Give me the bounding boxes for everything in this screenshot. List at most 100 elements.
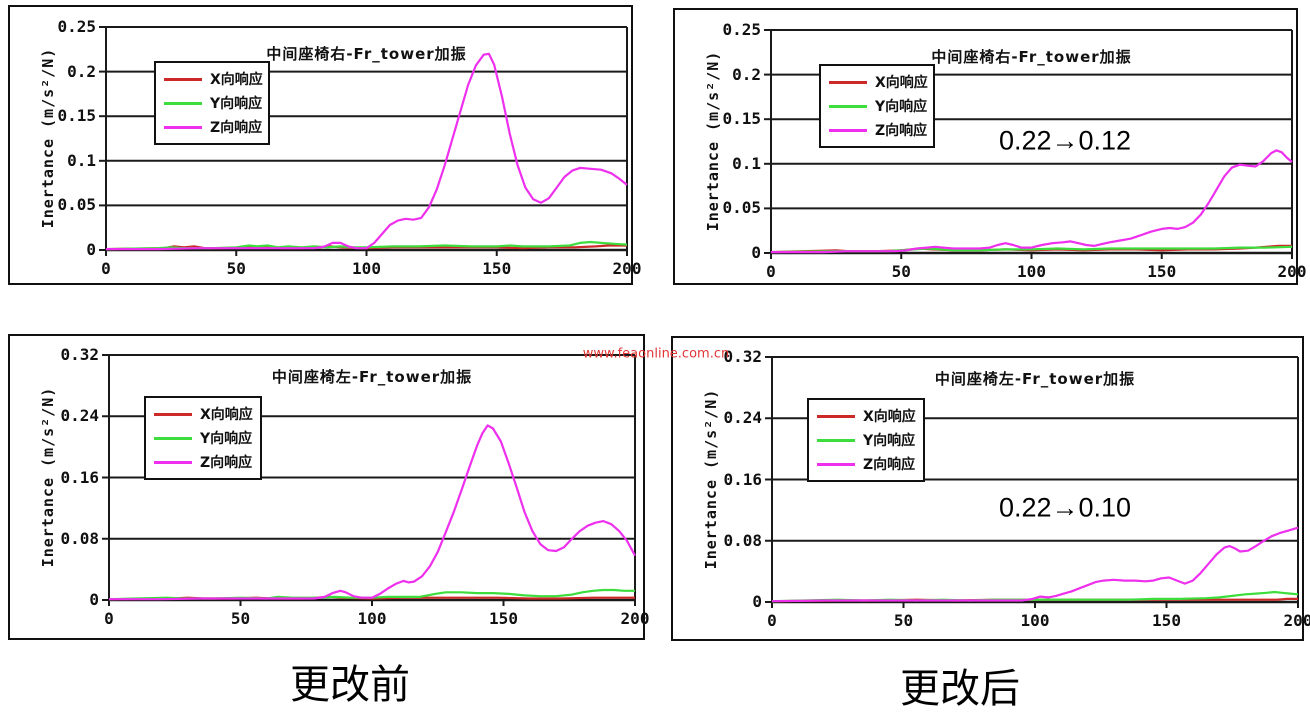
chart-title: 中间座椅右-Fr_tower加振 <box>266 45 467 63</box>
legend-label: Y向响应 <box>863 433 916 449</box>
x-tick-label: 50 <box>893 611 914 630</box>
legend-label: Z向响应 <box>210 120 263 136</box>
y-tick-label: 0 <box>752 592 762 611</box>
legend-label: X向响应 <box>875 75 928 91</box>
series-line-z <box>106 52 628 251</box>
legend-line-swatch <box>817 438 855 442</box>
x-tick-label: 0 <box>101 259 111 278</box>
legend-item: X向响应 <box>829 72 928 92</box>
y-tick-label: 0.08 <box>60 528 99 548</box>
legend-line-swatch <box>829 104 867 108</box>
chart-panel-after-right-seat: 中间座椅右-Fr_tower加振 Inertance (m/s²/N) 0.22… <box>673 8 1306 285</box>
legend-label: X向响应 <box>863 409 916 425</box>
x-tick-label: 100 <box>352 259 381 278</box>
chart-panel-before-left-seat: 中间座椅左-Fr_tower加振 Inertance (m/s²/N) 0 0.0… <box>8 334 649 640</box>
caption-after: 更改后 <box>900 666 1020 712</box>
x-tick-label: 200 <box>1277 262 1307 281</box>
y-tick-label: 0.15 <box>57 106 96 126</box>
y-tick-label: 0 <box>89 590 99 609</box>
legend-item: X向响应 <box>817 406 916 426</box>
legend-line-swatch <box>154 412 192 416</box>
y-tick-label: 0.15 <box>722 109 761 129</box>
y-tick-label: 0.25 <box>57 17 96 36</box>
legend-line-swatch <box>829 128 867 132</box>
legend-line-swatch <box>154 460 192 464</box>
legend-label: Z向响应 <box>200 455 253 471</box>
x-tick-label: 0 <box>767 611 777 630</box>
watermark-text: www.feaonline.com.cn <box>582 346 730 362</box>
y-tick-label: 0.24 <box>723 408 762 428</box>
y-tick-label: 0.08 <box>723 530 762 550</box>
y-tick-label: 0.2 <box>732 64 761 84</box>
y-tick-label: 0.05 <box>722 198 761 218</box>
x-tick-label: 150 <box>1152 611 1181 630</box>
legend-box: X向响应 Y向响应 Z向响应 <box>144 396 262 480</box>
series-line-z <box>771 149 1293 254</box>
legend-item: Y向响应 <box>817 430 915 450</box>
y-tick-label: 0.1 <box>732 153 761 173</box>
legend-item: X向响应 <box>164 69 263 89</box>
legend-item: Y向响应 <box>154 428 252 448</box>
y-tick-label: 0.1 <box>67 150 96 170</box>
y-tick-label: 0.2 <box>67 61 96 81</box>
chart-panel-after-left-seat: 中间座椅左-Fr_tower加振 Inertance (m/s²/N) 0.22… <box>671 336 1310 641</box>
y-tick-label: 0.32 <box>723 347 762 366</box>
legend-line-swatch <box>817 414 855 418</box>
legend-line-swatch <box>164 101 202 105</box>
y-tick-label: 0.05 <box>57 195 96 215</box>
x-tick-label: 50 <box>230 609 251 628</box>
x-tick-label: 150 <box>482 259 512 278</box>
x-tick-label: 200 <box>620 609 650 628</box>
y-tick-label: 0.16 <box>60 467 99 487</box>
series-line-z <box>771 526 1299 603</box>
legend-line-swatch <box>817 462 855 466</box>
x-tick-label: 0 <box>766 262 776 281</box>
x-tick-label: 50 <box>891 262 911 281</box>
legend-box: X向响应 Y向响应 Z向响应 <box>807 398 925 482</box>
legend-line-swatch <box>164 125 202 129</box>
legend-item: Y向响应 <box>164 93 263 113</box>
y-tick-label: 0.24 <box>60 406 99 426</box>
y-tick-label: 0.16 <box>723 469 762 489</box>
chart-title: 中间座椅右-Fr_tower加振 <box>931 48 1132 66</box>
legend-label: X向响应 <box>210 72 263 88</box>
x-tick-label: 200 <box>1283 611 1310 630</box>
legend-item: Z向响应 <box>154 452 252 472</box>
legend-label: X向响应 <box>200 407 253 423</box>
series-line-z <box>109 424 636 601</box>
plot-area <box>765 356 1299 608</box>
y-tick-label: 0.25 <box>722 20 761 39</box>
plot-area <box>99 26 628 256</box>
x-tick-label: 100 <box>357 609 387 628</box>
x-tick-label: 200 <box>612 259 642 278</box>
chart-title: 中间座椅左-Fr_tower加振 <box>934 370 1136 388</box>
legend-item: Z向响应 <box>164 117 263 137</box>
caption-before: 更改前 <box>290 662 410 708</box>
y-tick-label: 0 <box>751 243 761 262</box>
legend-label: Z向响应 <box>863 457 916 473</box>
y-tick-label: 0.32 <box>60 345 99 364</box>
annotation-text: 0.22→0.10 <box>998 492 1132 523</box>
chart-title: 中间座椅左-Fr_tower加振 <box>271 368 473 386</box>
legend-line-swatch <box>164 77 202 81</box>
x-tick-label: 100 <box>1020 611 1050 630</box>
legend-line-swatch <box>829 80 867 84</box>
legend-label: Y向响应 <box>210 96 263 112</box>
y-tick-label: 0 <box>86 240 96 259</box>
legend-line-swatch <box>154 436 192 440</box>
legend-label: Y向响应 <box>875 99 928 115</box>
legend-box: X向响应 Y向响应 Z向响应 <box>819 64 935 148</box>
annotation-text: 0.22→0.12 <box>998 125 1132 156</box>
legend-label: Z向响应 <box>875 123 928 139</box>
legend-item: Z向响应 <box>817 454 915 474</box>
x-tick-label: 150 <box>1147 262 1177 281</box>
legend-item: X向响应 <box>154 404 253 424</box>
legend-item: Z向响应 <box>829 120 928 140</box>
plot-area <box>764 29 1293 259</box>
legend-label: Y向响应 <box>200 431 253 447</box>
x-tick-label: 50 <box>226 259 246 278</box>
legend-item: Y向响应 <box>829 96 928 116</box>
x-tick-label: 150 <box>489 609 518 628</box>
x-tick-label: 100 <box>1017 262 1046 281</box>
